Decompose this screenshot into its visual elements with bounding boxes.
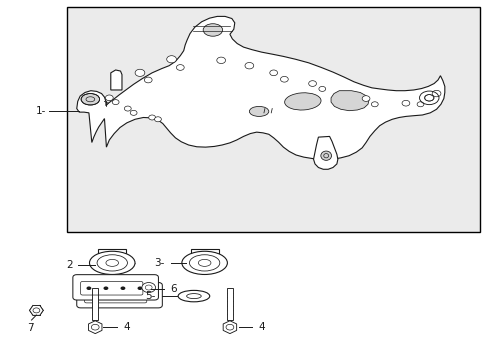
Text: 3-: 3- bbox=[154, 258, 164, 268]
Circle shape bbox=[105, 95, 113, 101]
Circle shape bbox=[371, 102, 377, 107]
Circle shape bbox=[318, 86, 325, 91]
Circle shape bbox=[269, 70, 277, 76]
Bar bbox=[67, 7, 479, 232]
Circle shape bbox=[91, 296, 96, 299]
Text: 6: 6 bbox=[170, 284, 176, 294]
Bar bbox=[98, 249, 126, 254]
Ellipse shape bbox=[81, 94, 100, 105]
Circle shape bbox=[112, 100, 119, 105]
Circle shape bbox=[144, 77, 152, 83]
Circle shape bbox=[130, 111, 137, 115]
Circle shape bbox=[424, 95, 433, 101]
Circle shape bbox=[142, 296, 147, 299]
Circle shape bbox=[125, 296, 130, 299]
Circle shape bbox=[176, 64, 184, 70]
Ellipse shape bbox=[203, 24, 222, 36]
Text: 2: 2 bbox=[65, 260, 72, 270]
Polygon shape bbox=[88, 321, 102, 334]
Polygon shape bbox=[77, 17, 444, 159]
Text: 4: 4 bbox=[258, 322, 264, 332]
Circle shape bbox=[103, 287, 108, 290]
Circle shape bbox=[362, 96, 369, 102]
Circle shape bbox=[142, 283, 155, 293]
Ellipse shape bbox=[320, 151, 331, 160]
Bar bbox=[92, 288, 98, 320]
Polygon shape bbox=[330, 91, 368, 111]
Circle shape bbox=[135, 69, 144, 76]
Text: 7: 7 bbox=[27, 323, 34, 333]
Ellipse shape bbox=[284, 93, 321, 110]
Polygon shape bbox=[313, 136, 337, 169]
Circle shape bbox=[401, 100, 409, 106]
Circle shape bbox=[166, 56, 176, 63]
Ellipse shape bbox=[89, 251, 135, 274]
Circle shape bbox=[154, 117, 161, 122]
Circle shape bbox=[124, 106, 131, 111]
Polygon shape bbox=[111, 70, 122, 90]
Circle shape bbox=[280, 76, 287, 82]
Circle shape bbox=[137, 287, 142, 290]
Circle shape bbox=[148, 115, 155, 120]
Circle shape bbox=[416, 102, 423, 107]
Circle shape bbox=[431, 90, 440, 97]
Circle shape bbox=[244, 63, 253, 69]
Text: 5-: 5- bbox=[145, 291, 156, 301]
Bar bbox=[226, 288, 232, 320]
Circle shape bbox=[108, 296, 113, 299]
FancyBboxPatch shape bbox=[77, 283, 162, 308]
Ellipse shape bbox=[182, 251, 227, 274]
Circle shape bbox=[216, 57, 225, 64]
Text: 4: 4 bbox=[122, 322, 129, 332]
Polygon shape bbox=[223, 321, 236, 334]
FancyBboxPatch shape bbox=[73, 275, 158, 300]
Circle shape bbox=[120, 287, 125, 290]
Ellipse shape bbox=[178, 291, 209, 302]
Polygon shape bbox=[30, 305, 43, 315]
Text: 1-: 1- bbox=[36, 107, 46, 116]
Ellipse shape bbox=[249, 107, 268, 116]
Circle shape bbox=[86, 287, 91, 290]
Circle shape bbox=[308, 81, 316, 86]
Bar bbox=[190, 249, 218, 254]
